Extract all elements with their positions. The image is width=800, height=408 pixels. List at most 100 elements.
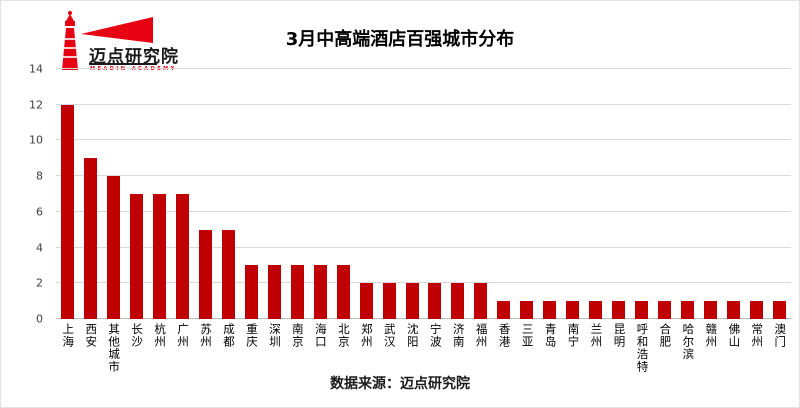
gridline [56, 210, 791, 212]
bar-slot [607, 69, 630, 319]
y-tick-label: 12 [29, 98, 43, 112]
x-label-slot: 深圳 [263, 323, 286, 405]
bar-slot [401, 69, 424, 319]
x-label-slot: 南京 [286, 323, 309, 405]
x-tick-label: 香港 [497, 323, 512, 348]
bar-济南 [451, 283, 465, 319]
bar-slot [332, 69, 355, 319]
x-tick-label: 广州 [176, 323, 191, 348]
bar-其他城市 [106, 176, 120, 319]
x-label-slot: 上海 [56, 323, 79, 405]
bar-slot [722, 69, 745, 319]
x-label-slot: 昆明 [607, 323, 630, 405]
data-source-note: 数据来源：迈点研究院 [330, 376, 470, 392]
x-label-slot: 呼和浩特 [630, 323, 653, 405]
x-label-slot: 福州 [469, 323, 492, 405]
x-label-slot: 佛山 [722, 323, 745, 405]
x-label-slot: 澳门 [768, 323, 791, 405]
bar-slot [171, 69, 194, 319]
logo-subtitle: MEADIN ACADEMY [90, 66, 177, 72]
x-label-slot: 成都 [217, 323, 240, 405]
bars [56, 69, 791, 319]
bar-长沙 [129, 194, 143, 319]
x-label-slot: 宁波 [424, 323, 447, 405]
y-tick-label: 10 [29, 133, 43, 147]
y-tick-label: 4 [36, 241, 43, 255]
plot-area: 0 2 4 6 8 10 12 14 上海 西安 其他城市 长沙 杭州 广州 苏州 成都 重庆 深圳 南京 海口 北京… [29, 63, 791, 373]
bar-slot [768, 69, 791, 319]
x-label-slot: 常州 [745, 323, 768, 405]
bar-slot [286, 69, 309, 319]
bar-slot [309, 69, 332, 319]
bar-三亚 [520, 301, 534, 319]
bar-slot [217, 69, 240, 319]
bar-呼和浩特 [635, 301, 649, 319]
bar-slot [446, 69, 469, 319]
x-label-slot: 重庆 [240, 323, 263, 405]
bar-slot [102, 69, 125, 319]
bar-slot [56, 69, 79, 319]
bar-slot [194, 69, 217, 319]
bar-南宁 [566, 301, 580, 319]
x-tick-label: 赣州 [704, 323, 719, 348]
x-tick-label: 哈尔滨 [681, 323, 696, 361]
x-label-slot: 赣州 [699, 323, 722, 405]
x-tick-label: 南京 [290, 323, 305, 348]
x-label-slot: 海口 [309, 323, 332, 405]
x-label-slot: 北京 [332, 323, 355, 405]
x-label-slot: 其他城市 [102, 323, 125, 405]
x-label-slot: 西安 [79, 323, 102, 405]
bar-赣州 [704, 301, 718, 319]
x-label-slot: 广州 [171, 323, 194, 405]
bar-西安 [83, 158, 97, 319]
gridline [56, 139, 791, 141]
gridline [56, 103, 791, 105]
bar-slot [240, 69, 263, 319]
x-tick-label: 呼和浩特 [635, 323, 650, 373]
x-tick-label: 成都 [222, 323, 237, 348]
x-label-slot: 杭州 [148, 323, 171, 405]
bar-杭州 [152, 194, 166, 319]
bar-苏州 [198, 229, 212, 319]
bar-福州 [474, 283, 488, 319]
logo-underline [89, 63, 157, 65]
x-tick-label: 重庆 [244, 323, 259, 348]
bar-slot [263, 69, 286, 319]
x-label-slot: 济南 [446, 323, 469, 405]
x-tick-label: 沈阳 [405, 323, 420, 348]
bar-成都 [221, 229, 235, 319]
bar-北京 [336, 265, 350, 319]
bar-slot [745, 69, 768, 319]
bar-slot [653, 69, 676, 319]
x-tick-label: 郑州 [359, 323, 374, 348]
bar-slot [378, 69, 401, 319]
bar-上海 [60, 104, 74, 319]
bar-香港 [497, 301, 511, 319]
x-tick-label: 长沙 [130, 323, 145, 348]
bar-佛山 [727, 301, 741, 319]
x-tick-label: 北京 [336, 323, 351, 348]
bar-slot [355, 69, 378, 319]
gridline [56, 246, 791, 248]
bar-沈阳 [405, 283, 419, 319]
bar-昆明 [612, 301, 626, 319]
x-label-slot: 三亚 [515, 323, 538, 405]
bar-slot [561, 69, 584, 319]
x-tick-label: 青岛 [543, 323, 558, 348]
bar-广州 [175, 194, 189, 319]
bar-slot [676, 69, 699, 319]
x-tick-label: 杭州 [153, 323, 168, 348]
gridline [56, 68, 791, 69]
bar-海口 [313, 265, 327, 319]
bar-slot [424, 69, 447, 319]
bar-slot [630, 69, 653, 319]
x-tick-label: 澳门 [773, 323, 788, 348]
bar-郑州 [359, 283, 373, 319]
bar-常州 [750, 301, 764, 319]
x-tick-label: 上海 [61, 323, 76, 348]
bar-宁波 [428, 283, 442, 319]
bar-兰州 [589, 301, 603, 319]
x-tick-label: 常州 [750, 323, 765, 348]
x-label-slot: 武汉 [378, 323, 401, 405]
x-label-slot: 南宁 [561, 323, 584, 405]
